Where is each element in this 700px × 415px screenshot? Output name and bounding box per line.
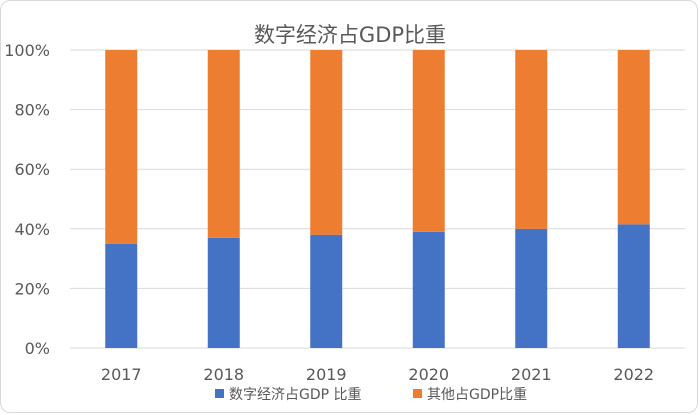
x-tick-label: 2020: [408, 365, 449, 384]
x-tick-label: 2018: [203, 365, 244, 384]
legend-swatch: [215, 389, 224, 398]
bar-other-2022: [617, 50, 650, 225]
y-tick-label: 40%: [14, 220, 50, 239]
x-tick-label: 2017: [101, 365, 142, 384]
y-tick-label: 0%: [25, 339, 50, 358]
gridlines: [70, 49, 685, 349]
bar-other-2017: [105, 50, 138, 244]
legend-label: 数字经济占GDP 比重: [229, 387, 362, 403]
legend-label: 其他占GDP比重: [427, 387, 527, 403]
bar-digital-economy-2018: [207, 237, 240, 348]
legend: 数字经济占GDP 比重 其他占GDP比重: [215, 387, 527, 403]
y-tick-label: 60%: [14, 160, 50, 179]
bar-other-2021: [515, 50, 548, 229]
bar-digital-economy-2017: [105, 243, 138, 348]
x-tick-label: 2019: [306, 365, 347, 384]
y-tick-label: 80%: [14, 101, 50, 120]
bar-other-2018: [207, 50, 240, 238]
y-tick-label: 20%: [14, 279, 50, 298]
x-axis-ticks: 2017 2018 2019 2020 2021 2022: [101, 365, 654, 384]
bar-digital-economy-2020: [412, 231, 445, 348]
bars: [105, 50, 650, 348]
y-tick-label: 100%: [4, 41, 50, 60]
bar-other-2019: [310, 50, 343, 235]
x-tick-label: 2022: [613, 365, 654, 384]
bar-digital-economy-2021: [515, 228, 548, 348]
bar-other-2020: [412, 50, 445, 232]
legend-swatch: [413, 389, 422, 398]
x-tick-label: 2021: [511, 365, 552, 384]
y-axis-ticks: 0% 20% 40% 60% 80% 100%: [4, 41, 50, 358]
chart-title: 数字经济占GDP比重: [254, 23, 446, 47]
bar-digital-economy-2022: [617, 224, 650, 348]
bar-digital-economy-2019: [310, 234, 343, 348]
